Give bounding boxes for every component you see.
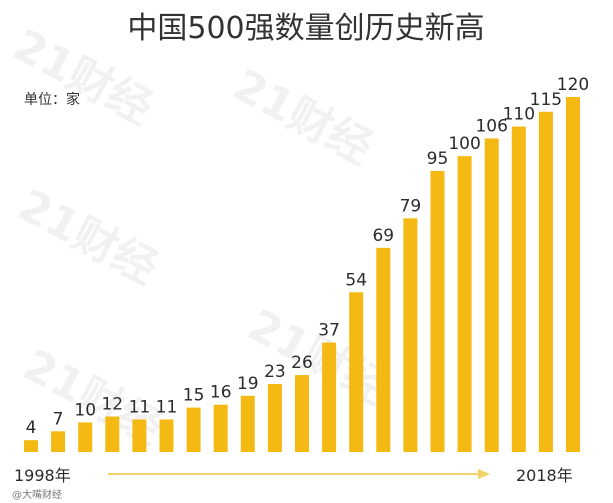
value-label-2006: 19 — [237, 374, 259, 394]
bar-2017 — [538, 111, 553, 453]
bar-2011 — [376, 247, 391, 452]
bar-2005 — [213, 404, 228, 452]
bar-2000 — [78, 422, 93, 452]
watermark-text: 21财经 — [225, 60, 381, 175]
value-label-2000: 10 — [74, 400, 96, 420]
value-label-2018: 120 — [557, 75, 589, 95]
value-label-2016: 110 — [503, 105, 535, 125]
timeline-arrowhead — [478, 469, 490, 479]
start-year-label: 1998年 — [14, 466, 71, 485]
value-label-2010: 54 — [345, 270, 367, 290]
value-label-2007: 23 — [264, 362, 286, 382]
value-label-2004: 15 — [183, 386, 205, 406]
credit-text: @大嘴财经 — [12, 488, 62, 501]
value-label-1998: 4 — [26, 418, 37, 438]
watermark-text: 21财经 — [240, 300, 396, 415]
bar-2014 — [457, 156, 472, 452]
chart-title: 中国500强数量创历史新高 — [127, 11, 484, 46]
value-label-2017: 115 — [530, 90, 562, 110]
value-label-2003: 11 — [156, 397, 178, 417]
bar-2010 — [349, 292, 364, 452]
value-label-2011: 69 — [372, 226, 394, 246]
bar-2016 — [511, 126, 526, 452]
value-label-2014: 100 — [448, 134, 480, 154]
bars — [24, 97, 580, 453]
bar-2004 — [186, 407, 201, 452]
value-label-2012: 79 — [400, 196, 422, 216]
bar-1999 — [51, 431, 66, 452]
bar-2008 — [295, 375, 309, 452]
bar-2003 — [159, 419, 174, 452]
bar-2018 — [566, 97, 580, 452]
end-year-label: 2018年 — [516, 466, 573, 485]
bar-2013 — [430, 170, 445, 453]
value-label-2009: 37 — [318, 321, 340, 341]
bar-2002 — [132, 419, 147, 452]
watermark-text: 21财经 — [10, 180, 166, 295]
bar-2006 — [240, 395, 255, 452]
value-label-2013: 95 — [427, 149, 449, 169]
value-label-2008: 26 — [291, 353, 313, 373]
bar-1998 — [24, 440, 38, 452]
value-label-2005: 16 — [210, 383, 232, 403]
bar-2001 — [105, 416, 120, 452]
unit-label: 单位：家 — [24, 91, 80, 108]
value-label-1999: 7 — [53, 409, 64, 429]
value-label-2015: 106 — [475, 116, 507, 136]
bar-2009 — [322, 342, 337, 452]
bar-2007 — [267, 383, 282, 452]
bar-2012 — [403, 218, 418, 452]
value-label-2001: 12 — [101, 395, 123, 415]
bar-2015 — [484, 138, 499, 452]
value-label-2002: 11 — [129, 397, 151, 417]
